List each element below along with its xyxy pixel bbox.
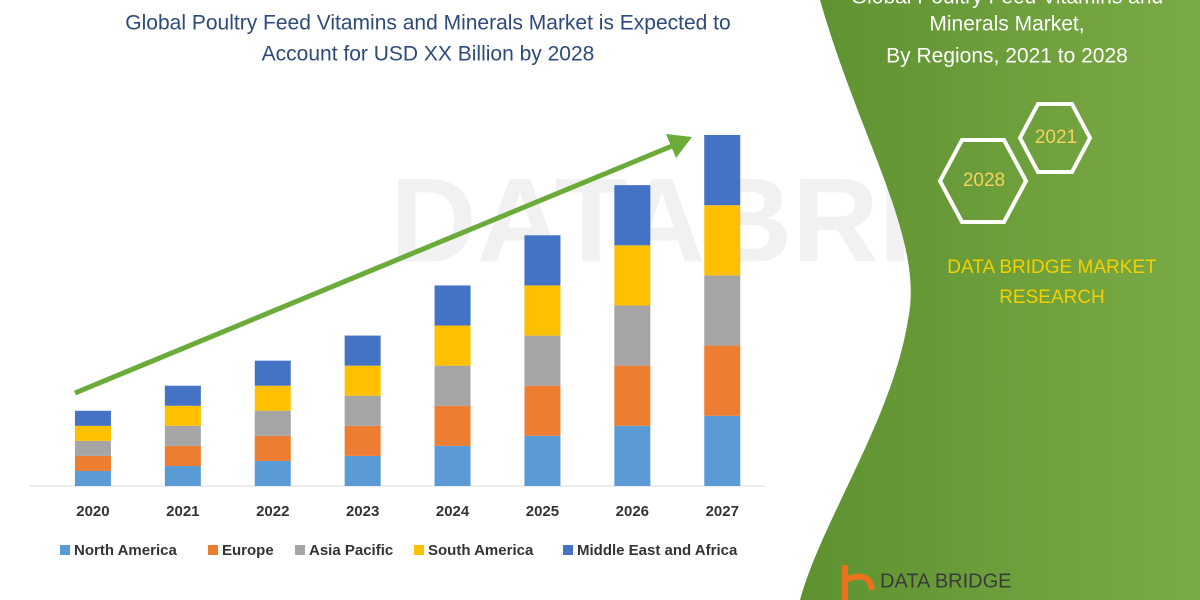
hex-label: 2028 <box>963 170 1005 191</box>
bar-segment <box>524 235 561 286</box>
bar-segment <box>434 365 471 406</box>
logo-icon <box>842 565 875 600</box>
bar-segment <box>614 425 651 486</box>
arrow-head <box>666 134 692 158</box>
bar-segment <box>704 345 741 416</box>
bar-segment <box>524 285 561 336</box>
panel-title: By Regions, 2021 to 2028 <box>886 45 1128 68</box>
bar-segment <box>614 305 651 366</box>
bar-segment <box>254 385 291 411</box>
legend-label: Europe <box>222 542 274 559</box>
bar-segment <box>614 365 651 426</box>
hexagon <box>1017 102 1093 174</box>
bar-segment <box>434 405 471 446</box>
bar-segment <box>614 245 651 306</box>
bar-segment <box>344 335 381 366</box>
bar-segment <box>524 385 561 436</box>
hexagon <box>937 138 1029 224</box>
bar-segment <box>344 365 381 396</box>
bar-segment <box>434 285 471 326</box>
legend-label: South America <box>428 542 534 559</box>
bar-segment <box>254 460 291 486</box>
legend-label: Asia Pacific <box>309 542 393 559</box>
bar-segment <box>74 440 111 456</box>
logo-text: DATA BRIDGE <box>880 570 1012 592</box>
bar-segment <box>344 425 381 456</box>
x-tick-label: 2020 <box>76 503 109 520</box>
panel-title: Minerals Market, <box>929 13 1084 36</box>
x-tick-label: 2021 <box>166 503 199 520</box>
bar-segment <box>164 425 201 446</box>
bar-segment <box>164 465 201 486</box>
trend-arrow <box>74 143 673 396</box>
bar-segment <box>614 185 651 246</box>
x-tick-label: 2025 <box>526 503 559 520</box>
bar-segment <box>254 410 291 436</box>
bar-segment <box>254 360 291 386</box>
bar-segment <box>254 435 291 461</box>
bar-segment <box>74 425 111 441</box>
bar-segment <box>164 385 201 406</box>
x-tick-label: 2027 <box>706 503 739 520</box>
bar-segment <box>74 455 111 471</box>
legend-label: North America <box>74 542 177 559</box>
bar-segment <box>704 135 741 206</box>
bar-segment <box>74 470 111 486</box>
bar-segment <box>344 455 381 486</box>
bar-segment <box>704 415 741 486</box>
x-tick-label: 2024 <box>436 503 470 520</box>
chart-title: Global Poultry Feed Vitamins and Mineral… <box>125 12 730 35</box>
bar-segment <box>704 205 741 276</box>
chart-title: Account for USD XX Billion by 2028 <box>262 43 595 66</box>
side-panel <box>800 0 1200 600</box>
legend-swatch <box>208 545 218 555</box>
legend-swatch <box>60 545 70 555</box>
bar-segment <box>524 435 561 486</box>
hex-label: 2021 <box>1035 127 1077 148</box>
bar-segment <box>434 445 471 486</box>
bar-segment <box>524 335 561 386</box>
x-tick-label: 2022 <box>256 503 289 520</box>
bar-segment <box>164 405 201 426</box>
legend-swatch <box>414 545 424 555</box>
bar-segment <box>434 325 471 366</box>
x-tick-label: 2026 <box>616 503 649 520</box>
brand: DATA BRIDGE MARKET <box>947 257 1157 278</box>
bar-segment <box>344 395 381 426</box>
legend-label: Middle East and Africa <box>577 542 738 559</box>
bar-segment <box>74 410 111 426</box>
brand: RESEARCH <box>999 287 1105 308</box>
panel-title: Global Poultry Feed Vitamins and <box>851 0 1163 9</box>
bar-segment <box>704 275 741 346</box>
bar-segment <box>164 445 201 466</box>
x-tick-label: 2023 <box>346 503 379 520</box>
legend-swatch <box>563 545 573 555</box>
legend-swatch <box>295 545 305 555</box>
